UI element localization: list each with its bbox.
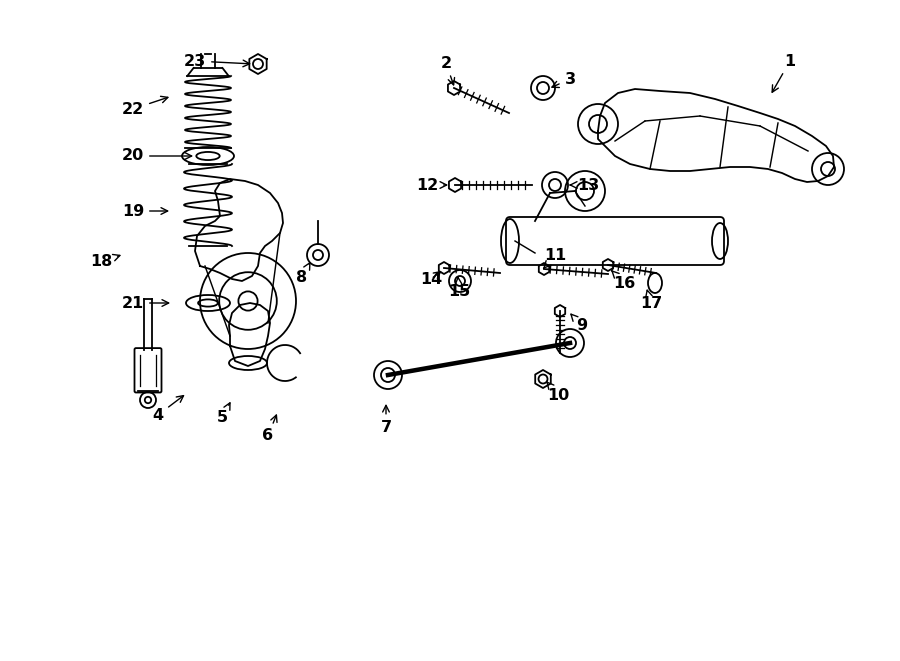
Text: 21: 21 bbox=[122, 295, 168, 311]
Text: 4: 4 bbox=[152, 396, 184, 422]
Text: 5: 5 bbox=[216, 403, 230, 426]
Text: 19: 19 bbox=[122, 204, 167, 219]
Text: 11: 11 bbox=[544, 249, 566, 268]
Text: 7: 7 bbox=[381, 405, 392, 434]
Text: 13: 13 bbox=[571, 178, 599, 192]
Text: 1: 1 bbox=[772, 54, 796, 93]
Text: 17: 17 bbox=[640, 290, 662, 311]
Text: 9: 9 bbox=[571, 314, 588, 334]
Text: 15: 15 bbox=[448, 278, 470, 299]
Text: 20: 20 bbox=[122, 149, 192, 163]
Text: 22: 22 bbox=[122, 97, 168, 116]
Text: 6: 6 bbox=[263, 415, 277, 444]
Text: 3: 3 bbox=[552, 71, 576, 87]
Text: 14: 14 bbox=[420, 272, 442, 286]
Text: 16: 16 bbox=[612, 270, 635, 290]
Text: 18: 18 bbox=[90, 254, 120, 270]
Text: 2: 2 bbox=[440, 56, 454, 85]
Text: 10: 10 bbox=[547, 382, 569, 403]
Text: 23: 23 bbox=[184, 54, 249, 69]
Text: 12: 12 bbox=[416, 178, 446, 192]
Text: 8: 8 bbox=[296, 263, 310, 284]
